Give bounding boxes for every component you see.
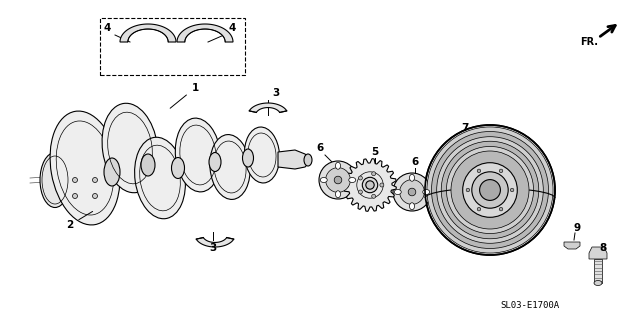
Ellipse shape	[423, 189, 429, 195]
Ellipse shape	[362, 177, 378, 193]
Ellipse shape	[394, 189, 401, 195]
Ellipse shape	[447, 146, 534, 234]
Text: 5: 5	[371, 147, 379, 157]
Ellipse shape	[393, 173, 431, 211]
Text: 6: 6	[316, 143, 324, 153]
Ellipse shape	[334, 176, 342, 184]
Polygon shape	[120, 24, 176, 42]
Ellipse shape	[380, 183, 384, 187]
Ellipse shape	[408, 188, 416, 196]
Ellipse shape	[499, 169, 503, 173]
Ellipse shape	[175, 118, 221, 192]
Ellipse shape	[427, 127, 553, 253]
Ellipse shape	[141, 154, 155, 176]
Ellipse shape	[72, 194, 77, 198]
Text: 3: 3	[273, 88, 280, 98]
Polygon shape	[278, 150, 308, 169]
Ellipse shape	[372, 194, 376, 198]
Ellipse shape	[93, 194, 97, 198]
Ellipse shape	[441, 141, 539, 239]
Text: 6: 6	[412, 157, 419, 167]
Text: 7: 7	[461, 123, 468, 133]
Ellipse shape	[304, 154, 312, 166]
Ellipse shape	[431, 131, 548, 249]
Ellipse shape	[472, 172, 508, 208]
Text: 3: 3	[209, 243, 216, 253]
Text: 8: 8	[600, 243, 607, 253]
Ellipse shape	[477, 169, 481, 173]
Ellipse shape	[320, 177, 327, 182]
Text: 4: 4	[103, 23, 111, 33]
Ellipse shape	[594, 280, 602, 286]
Bar	[100, 18, 245, 75]
Ellipse shape	[326, 168, 350, 192]
Polygon shape	[564, 242, 580, 249]
Ellipse shape	[358, 176, 362, 180]
Ellipse shape	[210, 135, 250, 199]
Polygon shape	[177, 24, 233, 42]
Ellipse shape	[510, 188, 514, 192]
Ellipse shape	[93, 177, 97, 182]
Ellipse shape	[425, 125, 555, 255]
Polygon shape	[196, 238, 234, 247]
Ellipse shape	[466, 188, 470, 192]
Ellipse shape	[399, 180, 424, 204]
Ellipse shape	[436, 137, 543, 243]
Ellipse shape	[134, 137, 186, 219]
Ellipse shape	[40, 152, 70, 207]
Ellipse shape	[349, 177, 356, 182]
Text: FR.: FR.	[580, 37, 598, 47]
Ellipse shape	[172, 158, 184, 179]
Ellipse shape	[499, 207, 503, 211]
Ellipse shape	[410, 174, 415, 181]
Text: 9: 9	[573, 223, 580, 233]
Polygon shape	[594, 259, 602, 283]
Ellipse shape	[243, 149, 253, 167]
Ellipse shape	[209, 152, 221, 172]
Ellipse shape	[319, 161, 357, 199]
Ellipse shape	[410, 203, 415, 210]
Polygon shape	[589, 247, 607, 259]
Ellipse shape	[358, 190, 362, 194]
Ellipse shape	[479, 180, 500, 200]
Text: 1: 1	[170, 83, 198, 108]
Ellipse shape	[335, 162, 340, 169]
Ellipse shape	[50, 111, 120, 225]
Ellipse shape	[72, 177, 77, 182]
Ellipse shape	[451, 151, 529, 229]
Ellipse shape	[335, 191, 340, 198]
Polygon shape	[249, 103, 287, 113]
Ellipse shape	[104, 158, 120, 186]
Ellipse shape	[102, 103, 158, 193]
Text: SL03-E1700A: SL03-E1700A	[500, 300, 559, 309]
Ellipse shape	[463, 163, 517, 217]
Text: 2: 2	[67, 211, 93, 230]
Polygon shape	[344, 159, 396, 211]
Ellipse shape	[372, 172, 376, 176]
Ellipse shape	[244, 127, 280, 183]
Ellipse shape	[366, 181, 374, 189]
Ellipse shape	[477, 207, 481, 211]
Text: 4: 4	[228, 23, 236, 33]
